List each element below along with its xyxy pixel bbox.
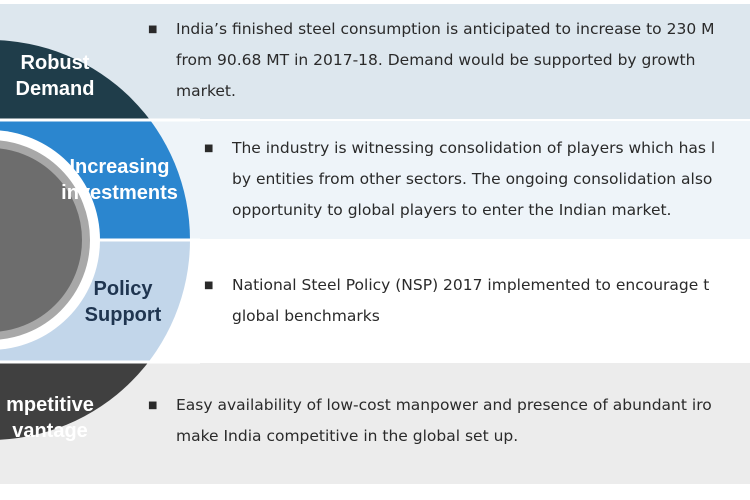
segment-competitive-advantage bbox=[0, 362, 149, 440]
text-line: by entities from other sectors. The ongo… bbox=[232, 170, 713, 188]
text-line: National Steel Policy (NSP) 2017 impleme… bbox=[232, 276, 710, 294]
bullet-icon: ■ bbox=[204, 280, 214, 291]
competitive-advantage-title: mpetitive vantage bbox=[6, 394, 94, 442]
segment-robust-demand bbox=[0, 40, 150, 120]
text-line: global benchmarks bbox=[232, 307, 380, 325]
text-line: opportunity to global players to enter t… bbox=[232, 201, 672, 219]
hub-center bbox=[0, 140, 90, 340]
robust-demand-text: ■ India’s finished steel consumption is … bbox=[148, 14, 715, 107]
increasing-investments-title: Increasing investments bbox=[61, 156, 178, 204]
policy-support-text: ■ National Steel Policy (NSP) 2017 imple… bbox=[204, 270, 710, 332]
policy-support-title: Policy Support bbox=[84, 278, 162, 326]
text-line: make India competitive in the global set… bbox=[176, 427, 519, 445]
text-line: from 90.68 MT in 2017-18. Demand would b… bbox=[176, 51, 696, 69]
bullet-icon: ■ bbox=[148, 400, 158, 411]
text-line: The industry is witnessing consolidation… bbox=[232, 139, 716, 157]
text-line: market. bbox=[176, 82, 236, 100]
robust-demand-title: Robust Demand bbox=[15, 52, 95, 100]
text-line: India’s finished steel consumption is an… bbox=[176, 20, 715, 38]
increasing-investments-text: ■ The industry is witnessing consolidati… bbox=[204, 133, 716, 226]
bullet-icon: ■ bbox=[148, 24, 158, 35]
bullet-icon: ■ bbox=[204, 143, 214, 154]
competitive-advantage-text: ■ Easy availability of low-cost manpower… bbox=[148, 390, 712, 452]
text-line: Easy availability of low-cost manpower a… bbox=[176, 396, 712, 414]
